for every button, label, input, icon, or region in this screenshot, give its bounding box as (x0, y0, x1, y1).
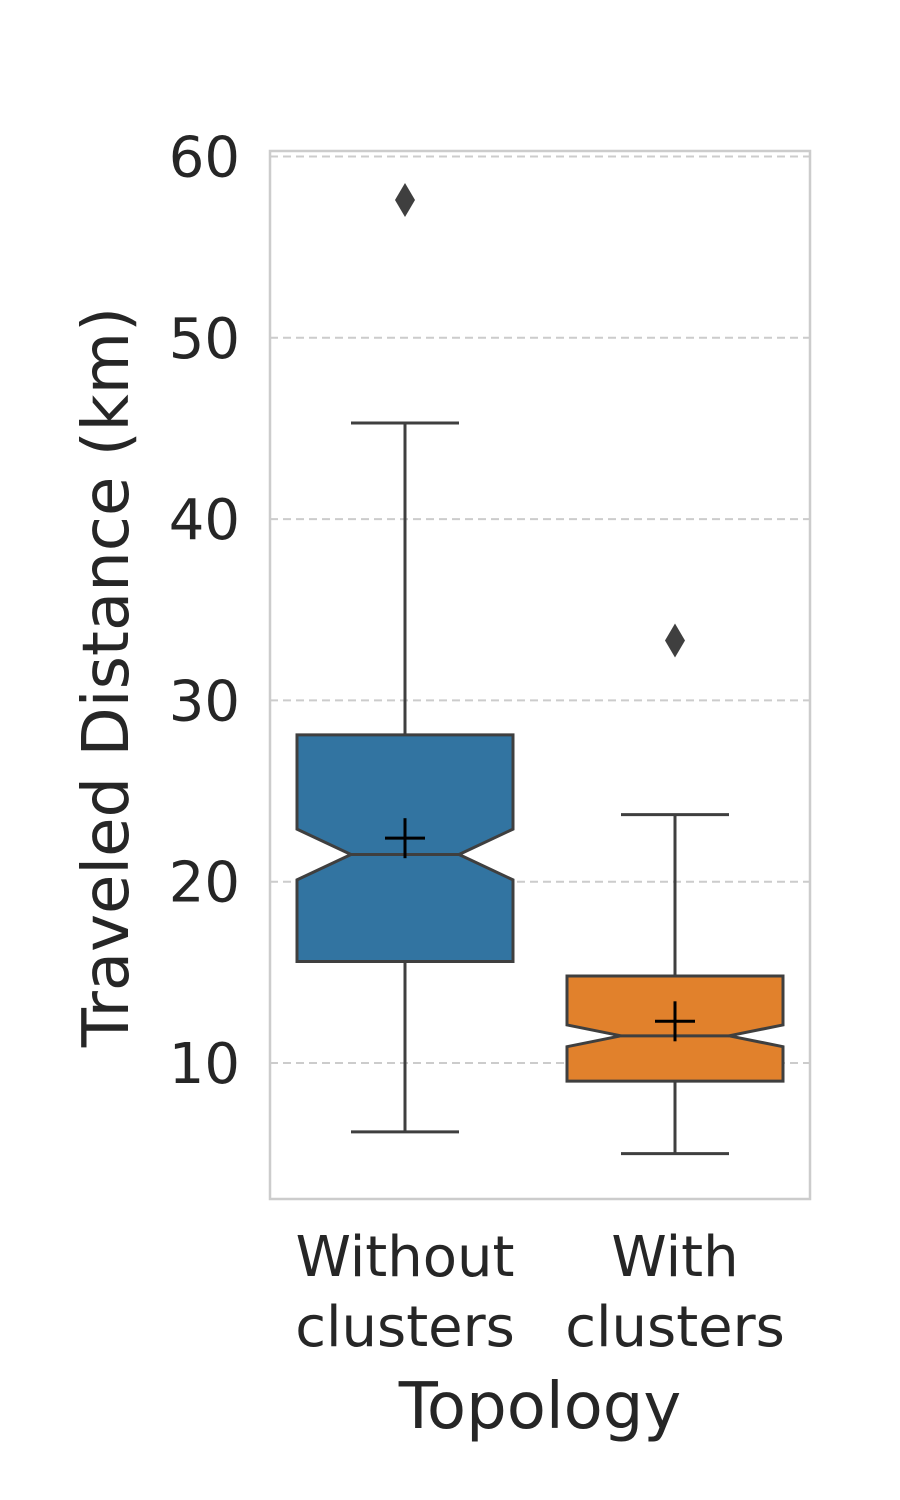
y-tick-label: 40 (169, 488, 240, 553)
boxes (295, 182, 785, 1156)
y-tick-label: 50 (169, 307, 240, 372)
y-tick-label: 10 (169, 1032, 240, 1097)
y-tick-labels: 10 20 30 40 50 60 (169, 125, 240, 1097)
x-category-label-line1: Without (296, 1225, 515, 1290)
y-tick-label: 60 (169, 125, 240, 190)
y-axis-title: Traveled Distance (km) (70, 307, 144, 1048)
x-category-label-line2: clusters (295, 1295, 515, 1360)
box-1 (295, 182, 515, 1134)
box-2 (565, 623, 785, 1156)
x-category-label-line1: With (611, 1225, 738, 1290)
x-axis-title: Topology (398, 1370, 682, 1444)
y-tick-label: 30 (169, 669, 240, 734)
y-tick-label: 20 (169, 851, 240, 916)
outlier-point (395, 182, 415, 217)
x-category-label-line2: clusters (565, 1295, 785, 1360)
plot-frame (268, 149, 812, 1201)
outlier-point (665, 623, 685, 658)
